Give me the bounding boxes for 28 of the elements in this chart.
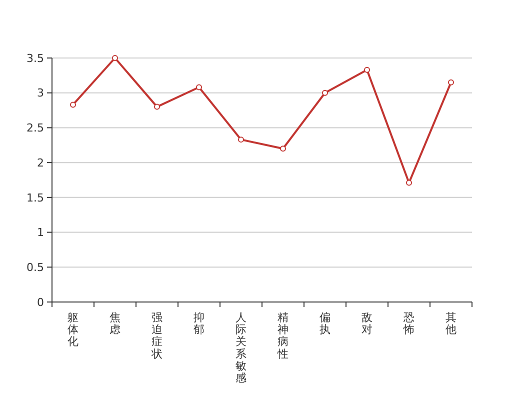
- point: [70, 102, 76, 108]
- y-tick-label: 2.5: [26, 122, 44, 135]
- y-tick-label: 3: [37, 86, 44, 100]
- point: [448, 79, 454, 86]
- x-tick-label: 躯体化: [68, 311, 78, 348]
- point: [280, 146, 286, 152]
- x-tick-label: 抑郁: [194, 311, 204, 336]
- point: [112, 55, 118, 61]
- x-tick-label: 敌对: [362, 311, 372, 336]
- x-tick-label: 人际关系敏感: [236, 311, 246, 384]
- x-tick-label: 焦虑: [110, 311, 120, 336]
- x-tick-label: 偏执: [320, 311, 330, 336]
- point: [406, 180, 412, 186]
- y-tick-label: 0: [37, 296, 44, 309]
- y-tick-label: 3.5: [26, 52, 44, 65]
- point: [154, 104, 160, 110]
- y-tick-label: 1.5: [26, 191, 44, 204]
- y-tick-label: 2: [37, 156, 44, 170]
- x-tick-label: 精神病性: [276, 311, 288, 360]
- x-tick-label: 强迫症状: [150, 311, 162, 360]
- x-tick-label: 恐怖: [402, 311, 414, 336]
- y-tick-label: 1: [37, 226, 44, 240]
- y-tick-label: 0.5: [26, 260, 44, 274]
- point: [196, 84, 202, 90]
- point: [364, 66, 370, 73]
- point: [238, 136, 244, 143]
- x-tick-label: 其他: [446, 311, 456, 336]
- point: [322, 90, 328, 96]
